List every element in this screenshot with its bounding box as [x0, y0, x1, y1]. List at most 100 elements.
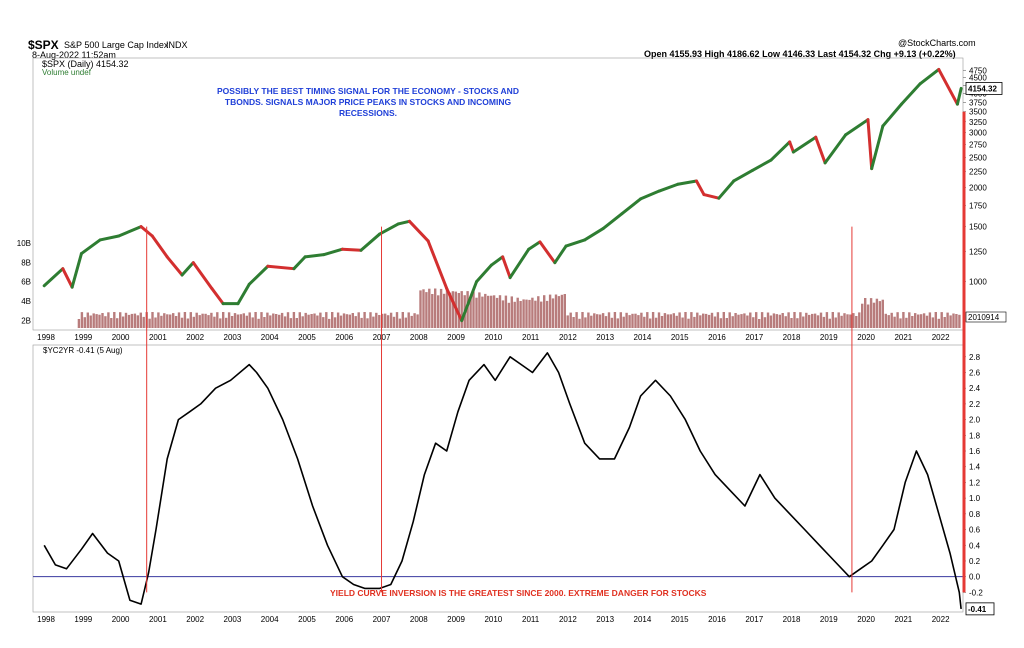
volume-bar	[95, 314, 98, 328]
volume-bar	[439, 288, 443, 328]
volume-bar	[445, 289, 449, 328]
spx-price-segment	[823, 133, 848, 165]
year-tick-label: 2001	[149, 333, 167, 342]
volume-bar	[280, 312, 284, 328]
volume-bar	[778, 314, 781, 328]
volume-bar	[522, 299, 525, 328]
volume-bar	[872, 302, 876, 328]
volume-bar	[758, 319, 761, 328]
volume-bar	[266, 312, 269, 328]
yield-tick-label: 0.6	[969, 526, 981, 535]
spx-price-segment	[236, 282, 251, 306]
volume-bar	[316, 315, 319, 328]
year-tick-label: 2011	[522, 615, 540, 624]
year-tick-label: 2013	[596, 333, 614, 342]
volume-bar	[908, 312, 911, 328]
volume-bar	[557, 296, 561, 328]
volume-bar	[260, 312, 263, 328]
volume-bar	[802, 316, 805, 328]
volume-bar	[148, 318, 151, 328]
yield-panel-frame	[32, 344, 964, 613]
volume-bar	[805, 312, 808, 328]
volume-bar	[896, 312, 899, 328]
volume-bar	[772, 313, 776, 328]
quote-line: Open 4155.93 High 4186.62 Low 4146.33 La…	[644, 49, 956, 59]
volume-bar	[275, 314, 278, 328]
price-tick-label: 4750	[969, 66, 987, 75]
year-tick-label: 2014	[634, 333, 652, 342]
volume-value-label: 2010914	[968, 313, 1000, 322]
volume-bar	[601, 313, 605, 328]
volume-bar	[92, 313, 95, 328]
yield-tick-label: 1.0	[969, 494, 981, 503]
volume-bar	[298, 312, 301, 328]
volume-bar	[381, 313, 384, 328]
year-tick-label: 2018	[783, 333, 801, 342]
spx-price-segment	[70, 252, 83, 289]
volume-bar	[127, 314, 131, 328]
spx-price-segment	[247, 264, 270, 286]
spx-price-segment	[445, 287, 464, 323]
volume-bar	[878, 301, 882, 328]
volume-bar	[166, 314, 169, 328]
volume-bar	[696, 312, 699, 328]
volume-bar	[540, 301, 543, 328]
volume-bar	[940, 312, 943, 328]
volume-bar	[289, 318, 293, 328]
volume-bar	[598, 314, 602, 328]
spx-price-segment	[508, 247, 531, 280]
volume-bar	[472, 291, 475, 328]
volume-bar	[734, 313, 737, 328]
year-tick-label: 2005	[298, 615, 316, 624]
volume-bar	[634, 313, 637, 328]
volume-bar	[86, 312, 89, 328]
chart-symbol: $SPX	[28, 38, 59, 52]
volume-bar	[431, 294, 434, 328]
spx-price-segment	[814, 135, 827, 165]
volume-bar	[937, 318, 940, 328]
spx-price-segment	[340, 247, 363, 252]
year-tick-label: 2010	[484, 615, 502, 624]
volume-bar	[169, 314, 172, 328]
volume-bar	[952, 313, 955, 328]
spx-price-segment	[881, 102, 903, 128]
price-tick-label: 1500	[969, 223, 987, 232]
spx-price-segment	[844, 118, 870, 137]
spx-price-segment	[117, 225, 143, 238]
volume-bar	[401, 312, 404, 328]
volume-bar	[295, 318, 298, 328]
year-tick-label: 2022	[932, 615, 950, 624]
volume-bar	[572, 317, 575, 328]
volume-bar	[339, 315, 343, 328]
volume-bar	[301, 316, 304, 328]
volume-bar	[351, 313, 354, 328]
volume-bar	[460, 291, 463, 328]
volume-bar	[840, 315, 843, 328]
volume-tick-label: 10B	[17, 239, 31, 248]
year-tick-label: 2016	[708, 615, 726, 624]
year-tick-label: 2003	[224, 333, 242, 342]
volume-bar	[569, 312, 572, 328]
volume-tick-label: 4B	[21, 297, 31, 306]
volume-bar	[725, 318, 728, 328]
volume-bar	[466, 291, 469, 328]
spx-price-segment	[396, 219, 411, 226]
volume-bar	[669, 314, 672, 328]
volume-bar	[239, 314, 243, 328]
volume-bar	[869, 298, 873, 328]
volume-bar	[666, 314, 670, 328]
spx-price-segment	[657, 182, 680, 193]
volume-tick-label: 8B	[21, 258, 31, 267]
volume-bar	[831, 312, 834, 328]
price-tick-label: 2500	[969, 153, 987, 162]
volume-bar	[437, 295, 440, 328]
volume-bar	[731, 316, 734, 328]
volume-bar	[808, 314, 811, 328]
volume-bar	[121, 316, 125, 328]
volume-bar	[163, 313, 166, 328]
volume-bar	[389, 312, 393, 328]
volume-bar	[407, 312, 410, 328]
volume-bar	[763, 317, 767, 328]
volume-bar	[225, 317, 228, 328]
spx-price-segment	[583, 226, 605, 242]
